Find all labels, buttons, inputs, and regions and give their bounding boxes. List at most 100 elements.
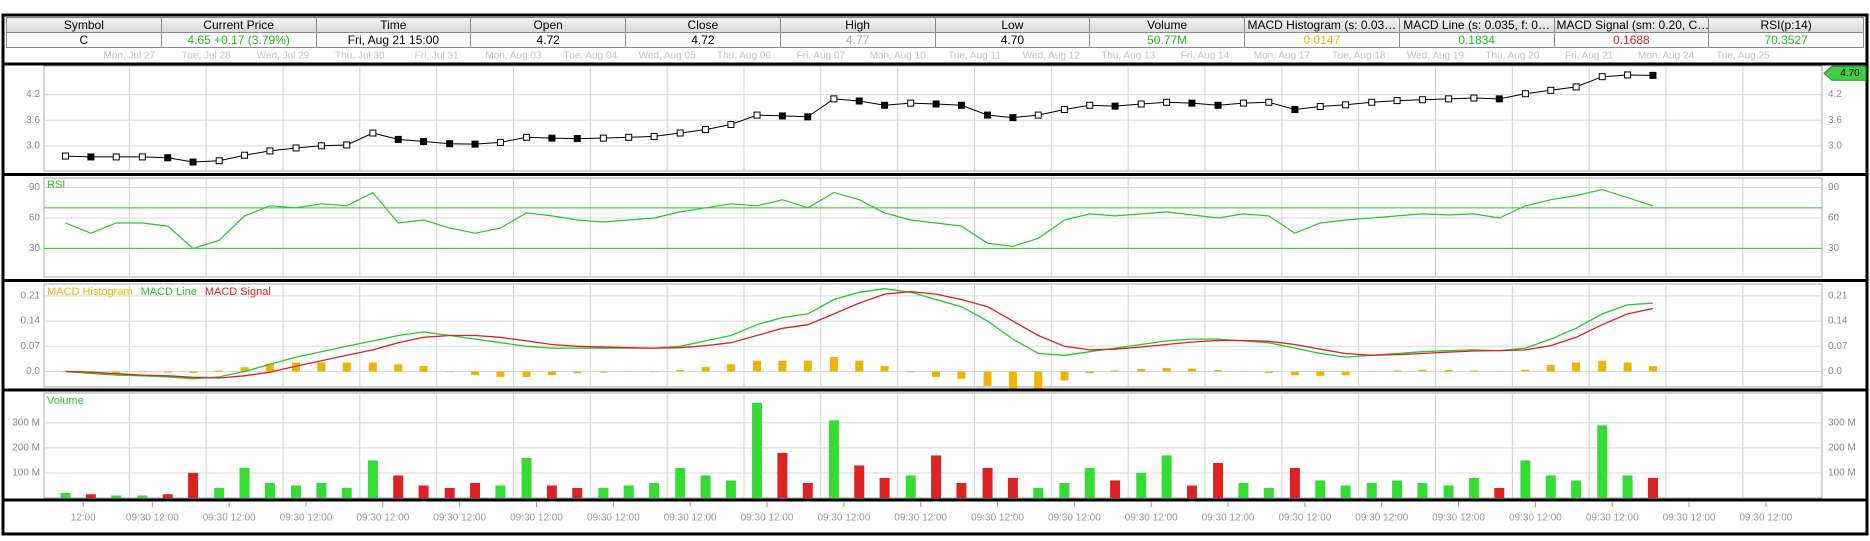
date-label: Thu, Aug 13 — [1101, 51, 1155, 62]
histogram-bar — [1418, 369, 1427, 372]
time-label: 09:30 12:00 — [1432, 513, 1485, 524]
volume-bar — [316, 482, 327, 498]
volume-bar — [598, 487, 609, 498]
volume-bar — [341, 487, 352, 498]
legend-entry: MACD Line — [141, 286, 197, 298]
price-bar — [753, 111, 761, 119]
histogram-bar — [1648, 366, 1657, 372]
volume-bar — [1545, 475, 1556, 498]
histogram-bar — [445, 371, 454, 373]
price-bar — [1060, 106, 1068, 114]
volume-bar — [444, 487, 455, 498]
price-bar — [394, 135, 402, 143]
date-label: Thu, Aug 20 — [1485, 51, 1539, 62]
histogram-bar — [1034, 371, 1043, 390]
histogram-bar — [1572, 362, 1581, 372]
volume-bar — [1289, 467, 1300, 498]
volume-bar — [905, 475, 916, 498]
column-value: 4.65 +0.17 (3.79%) — [160, 32, 317, 48]
price-bar — [932, 100, 940, 108]
histogram-bar — [1341, 371, 1350, 376]
volume-bar — [1571, 480, 1582, 498]
volume-bar — [879, 477, 890, 498]
time-label: 09:30 12:00 — [1663, 513, 1716, 524]
volume-bar — [623, 485, 634, 498]
histogram-bar — [471, 371, 480, 376]
histogram-bar — [573, 371, 582, 374]
price-bar — [1547, 86, 1555, 94]
y-tick-label: 60 — [29, 213, 41, 224]
histogram-bar — [650, 371, 659, 373]
price-bar — [1214, 101, 1222, 109]
volume-bar — [1110, 480, 1121, 498]
volume-bar — [700, 475, 711, 498]
time-label: 09:30 12:00 — [433, 513, 486, 524]
time-label: 09:30 12:00 — [1278, 513, 1331, 524]
histogram-bar — [1008, 371, 1017, 390]
time-label: 09:30 12:00 — [126, 513, 179, 524]
price-bar — [625, 133, 633, 141]
legend-entry: MACD Signal — [205, 286, 271, 298]
price-bar — [87, 153, 95, 161]
volume-bar — [1392, 480, 1403, 498]
histogram-bar — [547, 371, 556, 376]
histogram-bar — [1495, 371, 1504, 373]
histogram-bar — [292, 362, 301, 372]
volume-bar — [931, 455, 942, 498]
y-tick-label: 300 M — [12, 417, 40, 428]
legend-entry: MACD Histogram — [47, 286, 133, 298]
histogram-bar — [1444, 370, 1453, 372]
histogram-bar — [829, 357, 838, 372]
histogram-bar — [1367, 371, 1376, 373]
price-bar — [957, 101, 965, 109]
volume-bar — [495, 485, 506, 498]
column-value: 4.72 — [470, 32, 626, 48]
value-row: C 4.65 +0.17 (3.79%) Fri, Aug 21 15:00 4.72… — [6, 32, 1864, 48]
separator — [4, 62, 1866, 66]
histogram-bar — [880, 366, 889, 372]
separator — [4, 279, 1866, 282]
volume-bar — [111, 495, 122, 498]
column-header: RSI(p:14) — [1708, 17, 1864, 33]
volume-bar — [85, 494, 96, 498]
price-bar — [1009, 114, 1017, 122]
histogram-bar — [1187, 368, 1196, 372]
volume-bar — [393, 475, 404, 498]
histogram-bar — [932, 371, 941, 377]
histogram-bar — [778, 360, 787, 372]
price-bar — [1368, 98, 1376, 106]
histogram-bar — [1162, 367, 1171, 372]
histogram-bar — [1085, 371, 1094, 374]
price-bar — [830, 95, 838, 103]
histogram-bar — [240, 367, 249, 372]
y-tick-label-right: 100 M — [1828, 468, 1856, 479]
time-label: 09:30 12:00 — [1355, 513, 1408, 524]
price-bar — [676, 129, 684, 137]
time-label: 09:30 12:00 — [280, 513, 333, 524]
price-bar — [1445, 95, 1453, 103]
column-header: Volume — [1089, 17, 1245, 33]
price-bar — [1188, 99, 1196, 107]
volume-bar — [828, 420, 839, 498]
volume-bar — [1315, 480, 1326, 498]
y-tick-label-right: 4.2 — [1828, 89, 1842, 100]
volume-bar — [521, 457, 532, 498]
price-bar — [1342, 101, 1350, 109]
volume-bar — [802, 482, 813, 498]
y-tick-label-right: 90 — [1828, 182, 1840, 193]
volume-bar — [137, 495, 148, 498]
volume-bar — [1647, 477, 1658, 498]
date-label: Thu, Jul 30 — [335, 51, 385, 62]
histogram-bar — [265, 363, 274, 372]
price-bar — [907, 99, 915, 107]
volume-bar — [1494, 487, 1505, 498]
panel — [43, 177, 1823, 278]
time-label: 09:30 12:00 — [1739, 513, 1792, 524]
volume-bar — [1340, 485, 1351, 498]
volume-bar — [1084, 467, 1095, 498]
date-label: Tue, Aug 18 — [1332, 51, 1386, 62]
price-bar — [1265, 98, 1273, 106]
volume-bar — [162, 494, 173, 498]
date-label: Tue, Jul 28 — [182, 51, 232, 62]
